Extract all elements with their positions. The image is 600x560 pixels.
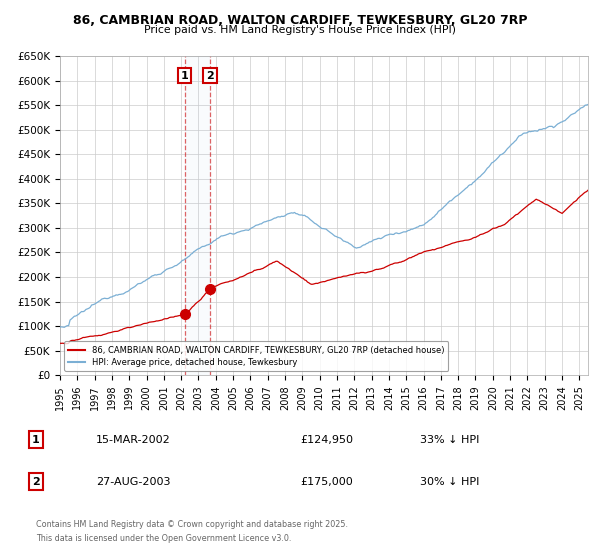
Text: 27-AUG-2003: 27-AUG-2003 — [96, 477, 170, 487]
Text: £124,950: £124,950 — [300, 435, 353, 445]
Text: 33% ↓ HPI: 33% ↓ HPI — [420, 435, 479, 445]
Legend: 86, CAMBRIAN ROAD, WALTON CARDIFF, TEWKESBURY, GL20 7RP (detached house), HPI: A: 86, CAMBRIAN ROAD, WALTON CARDIFF, TEWKE… — [64, 342, 448, 371]
Bar — [185, 56, 210, 375]
Text: 2: 2 — [32, 477, 40, 487]
Text: Price paid vs. HM Land Registry's House Price Index (HPI): Price paid vs. HM Land Registry's House … — [144, 25, 456, 35]
Text: £175,000: £175,000 — [300, 477, 353, 487]
Text: 1: 1 — [181, 71, 188, 81]
Text: This data is licensed under the Open Government Licence v3.0.: This data is licensed under the Open Gov… — [36, 534, 292, 543]
Text: 15-MAR-2002: 15-MAR-2002 — [96, 435, 171, 445]
Text: 86, CAMBRIAN ROAD, WALTON CARDIFF, TEWKESBURY, GL20 7RP: 86, CAMBRIAN ROAD, WALTON CARDIFF, TEWKE… — [73, 14, 527, 27]
Text: Contains HM Land Registry data © Crown copyright and database right 2025.: Contains HM Land Registry data © Crown c… — [36, 520, 348, 529]
Text: 2: 2 — [206, 71, 214, 81]
Text: 1: 1 — [32, 435, 40, 445]
Text: 30% ↓ HPI: 30% ↓ HPI — [420, 477, 479, 487]
